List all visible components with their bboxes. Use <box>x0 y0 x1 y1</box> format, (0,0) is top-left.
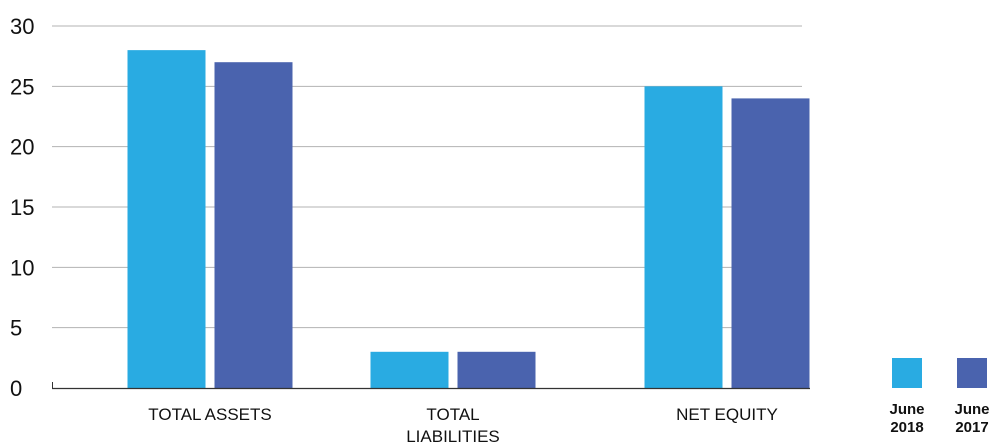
category-labels: TOTAL ASSETS TOTAL LIABILITIES NET EQUITY <box>148 405 778 446</box>
bar-june-2017-2 <box>731 98 810 389</box>
bar-june-2017-1 <box>457 351 536 388</box>
legend-swatch <box>892 358 922 388</box>
y-axis-ticks: 0 5 10 15 20 25 30 <box>10 14 34 401</box>
bar-june-2018-1 <box>370 351 449 388</box>
x-category-label: TOTAL LIABILITIES <box>406 405 500 446</box>
x-category-label: NET EQUITY <box>676 405 778 424</box>
bar-june-2018-0 <box>127 50 206 389</box>
bars <box>127 50 810 389</box>
y-tick-label: 30 <box>10 14 34 39</box>
legend-swatch <box>957 358 987 388</box>
y-tick-label: 10 <box>10 255 34 280</box>
x-axis <box>52 382 810 390</box>
y-tick-label: 25 <box>10 74 34 99</box>
y-tick-label: 0 <box>10 376 22 401</box>
y-tick-label: 5 <box>10 316 22 341</box>
legend-label: June 2017 <box>954 401 989 436</box>
y-tick-label: 15 <box>10 195 34 220</box>
legend-label: June 2018 <box>889 401 924 436</box>
x-category-label: TOTAL ASSETS <box>148 405 271 424</box>
y-tick-label: 20 <box>10 135 34 160</box>
bar-june-2017-0 <box>214 62 293 388</box>
legend: June 2018 June 2017 <box>889 358 990 436</box>
bar-june-2018-2 <box>644 86 723 388</box>
